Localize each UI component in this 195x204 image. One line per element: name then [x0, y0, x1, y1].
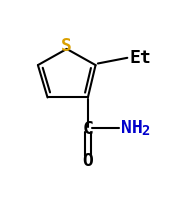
Text: C: C [82, 119, 93, 137]
Text: Et: Et [129, 49, 151, 67]
Text: 2: 2 [141, 124, 150, 137]
Text: NH: NH [121, 118, 142, 136]
Text: O: O [82, 151, 93, 169]
Text: S: S [61, 37, 72, 55]
